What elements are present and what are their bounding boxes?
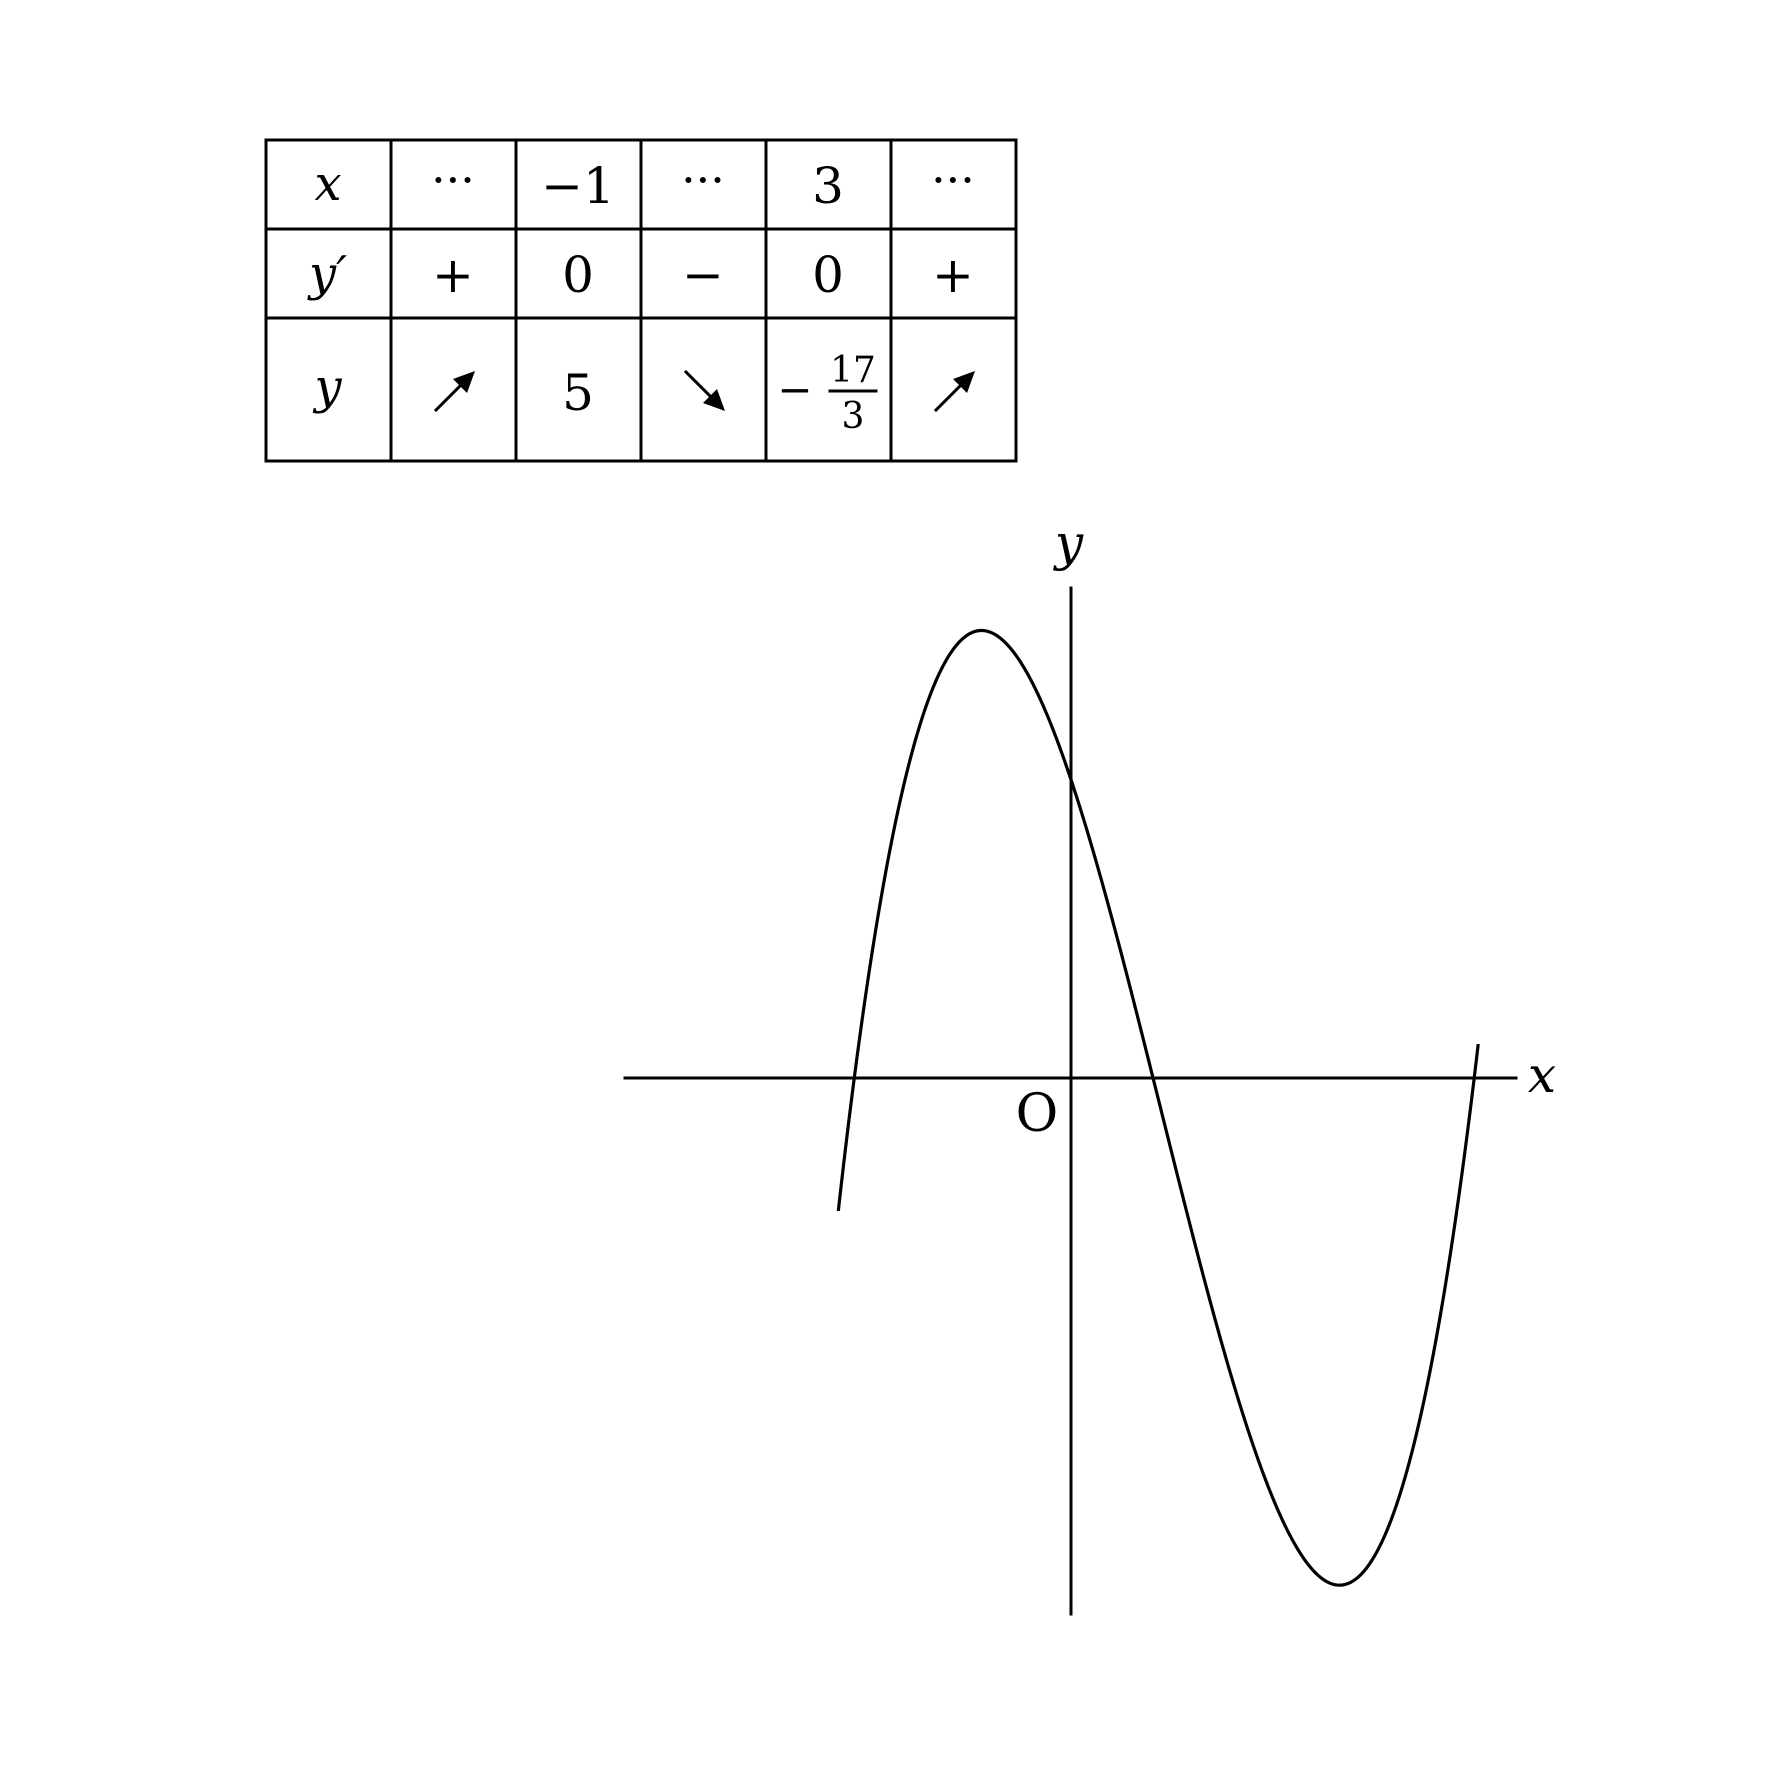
y-cell-min-value: − 17 3 <box>777 350 878 437</box>
derivative-cell-2: 0 <box>562 246 594 304</box>
x-cell-5: ··· <box>931 153 975 207</box>
min-value-numerator: 17 <box>830 350 876 391</box>
function-graph: x y O <box>623 514 1556 1616</box>
x-axis-label: x <box>1528 1046 1556 1104</box>
cubic-curve <box>836 628 1480 1587</box>
decreasing-arrow-icon <box>683 369 725 411</box>
derivative-cell-3: − <box>682 246 724 304</box>
origin-label: O <box>1016 1084 1059 1144</box>
derivative-cell-4: 0 <box>812 246 844 304</box>
row-label-x: x <box>314 156 341 212</box>
row-label-y: y <box>312 359 342 415</box>
x-cell-4: 3 <box>812 157 844 215</box>
table-grid <box>264 138 1018 463</box>
x-cell-2: −1 <box>541 157 615 215</box>
x-cell-1: ··· <box>431 153 475 207</box>
min-value-sign: − <box>777 365 812 414</box>
increasing-arrow-icon <box>433 371 475 413</box>
row-label-derivative: y′ <box>307 246 347 302</box>
derivative-cell-5: + <box>932 246 974 304</box>
y-cell-max-value: 5 <box>562 364 594 422</box>
variation-table: x y′ y ··· −1 ··· 3 ··· + 0 − 0 + 5 − 17… <box>264 138 1018 463</box>
x-cell-3: ··· <box>681 153 725 207</box>
derivative-cell-1: + <box>432 246 474 304</box>
min-value-denominator: 3 <box>842 396 865 437</box>
y-axis-label: y <box>1053 514 1084 572</box>
increasing-arrow-icon <box>933 371 975 413</box>
